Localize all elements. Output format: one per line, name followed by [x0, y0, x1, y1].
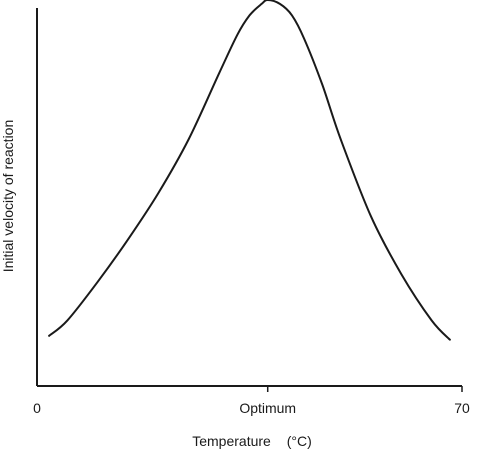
y-axis-label: Initial velocity of reaction	[0, 120, 16, 273]
x-ticks: 0 Optimum 70	[33, 386, 470, 416]
x-tick-label: 0	[33, 400, 41, 416]
x-axis-label: Temperature (°C)	[192, 433, 312, 449]
axes	[36, 8, 462, 387]
x-axis-label-text: Temperature	[192, 433, 271, 449]
series-line	[48, 0, 451, 341]
series-group	[48, 0, 451, 341]
x-tick-label: 70	[454, 400, 470, 416]
x-tick-label: Optimum	[239, 400, 296, 416]
x-axis-label-unit: (°C)	[287, 433, 312, 449]
